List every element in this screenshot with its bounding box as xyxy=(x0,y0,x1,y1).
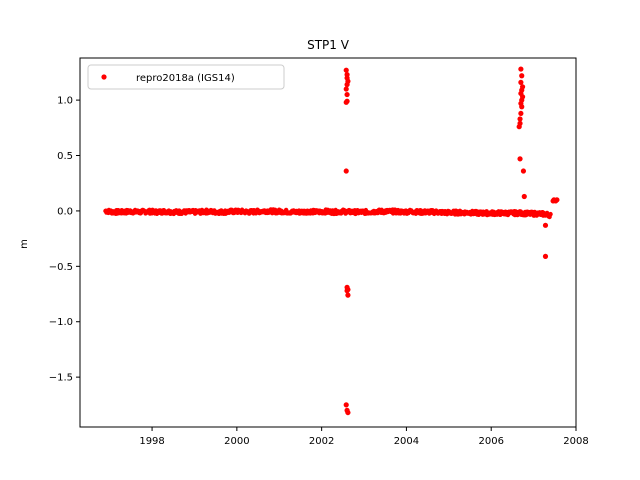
data-point-outlier xyxy=(517,116,523,122)
x-tick-label: 2008 xyxy=(563,436,588,447)
legend-marker xyxy=(101,74,107,80)
data-point-outlier xyxy=(345,409,351,416)
y-tick-label: 1.0 xyxy=(57,96,73,107)
data-point-outlier xyxy=(343,99,349,105)
legend: repro2018a (IGS14) xyxy=(87,64,285,90)
x-tick-label: 1998 xyxy=(139,436,164,447)
data-point-outlier xyxy=(542,222,549,228)
axes: 1998 2000 2002 2004 2006 2008 −1.5 −1.0 −0.5 0.0 0… xyxy=(49,57,589,447)
data-point-outlier xyxy=(518,110,524,117)
y-axis-label: m xyxy=(19,239,30,249)
axes-frame xyxy=(79,57,577,428)
data-point-outlier xyxy=(344,91,350,98)
data-point-outlier xyxy=(516,124,522,130)
data-point-outlier xyxy=(343,168,349,174)
y-tick-label: −1.0 xyxy=(49,317,73,328)
data-point-outlier xyxy=(519,73,525,79)
y-tick-label: −1.5 xyxy=(49,373,73,384)
legend-label: repro2018a (IGS14) xyxy=(136,73,235,84)
data-point-outlier xyxy=(554,197,560,203)
data-point-outlier xyxy=(344,81,350,88)
data-point-outlier xyxy=(345,292,351,298)
data-point xyxy=(548,211,553,217)
data-point-outlier xyxy=(518,66,524,72)
x-tick-label: 2006 xyxy=(478,436,503,447)
data-point-outlier xyxy=(344,288,350,294)
y-tick-label: 0.0 xyxy=(57,206,73,217)
data-points xyxy=(103,66,560,416)
data-point-outlier xyxy=(343,86,349,92)
data-point-outlier xyxy=(518,79,524,85)
data-point-outlier xyxy=(519,104,525,110)
data-point-outlier xyxy=(542,253,549,259)
y-tick-label: −0.5 xyxy=(49,262,73,273)
data-point-outlier xyxy=(343,402,349,408)
x-tick-label: 2004 xyxy=(394,436,419,447)
y-tick-label: 0.5 xyxy=(57,151,73,162)
chart-title: STP1 V xyxy=(307,38,350,52)
data-point-outlier xyxy=(520,168,527,174)
x-tick-label: 2002 xyxy=(309,436,334,447)
x-tick-label: 2000 xyxy=(224,436,249,447)
data-point-outlier xyxy=(517,156,523,162)
data-point-outlier xyxy=(343,67,349,73)
legend-box xyxy=(87,64,285,90)
data-point-outlier xyxy=(521,193,527,200)
